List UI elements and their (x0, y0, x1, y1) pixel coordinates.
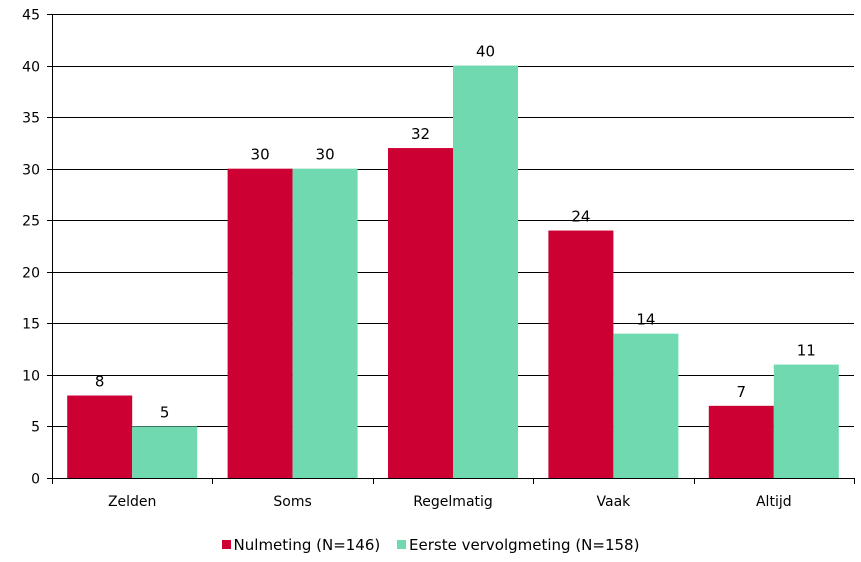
legend-swatch-nulmeting (221, 540, 231, 549)
bar-zelden-series-1 (132, 426, 198, 478)
data-label-soms-series-1: 30 (316, 146, 335, 164)
y-tick-label-35: 35 (22, 111, 40, 127)
x-tick-label-vaak: Vaak (597, 494, 632, 510)
legend-label-eerste-vervolgmeting: Eerste vervolgmeting (N=158) (409, 536, 640, 554)
y-tick-label-25: 25 (22, 214, 40, 230)
bar-altijd-series-0 (708, 405, 774, 478)
bar-vaak-series-1 (613, 333, 679, 478)
y-tick-label-20: 20 (22, 266, 40, 282)
x-tick-label-zelden: Zelden (108, 494, 156, 510)
legend: Nulmeting (N=146) Eerste vervolgmeting (… (0, 536, 861, 554)
y-tick-label-10: 10 (22, 369, 40, 385)
axes (52, 14, 854, 479)
bar-soms-series-0 (227, 168, 293, 478)
legend-swatch-eerste-vervolgmeting (397, 540, 407, 549)
legend-item-eerste-vervolgmeting: Eerste vervolgmeting (N=158) (397, 536, 639, 554)
x-axis-ticks: Zelden Soms Regelmatig Vaak Altijd (52, 478, 855, 510)
y-tick-label-15: 15 (22, 317, 40, 333)
bar-zelden-series-0 (67, 395, 133, 478)
data-label-vaak-series-1: 14 (636, 311, 655, 329)
bar-vaak-series-0 (548, 230, 614, 478)
data-label-regelmatig-series-0: 32 (411, 125, 430, 143)
y-tick-label-30: 30 (22, 163, 40, 179)
x-tick-label-altijd: Altijd (756, 494, 792, 510)
x-tick-label-regelmatig: Regelmatig (413, 494, 493, 510)
bar-soms-series-1 (292, 168, 358, 478)
data-label-altijd-series-1: 11 (797, 342, 816, 360)
data-label-zelden-series-1: 5 (160, 403, 170, 421)
y-tick-label-0: 0 (31, 472, 40, 488)
bar-altijd-series-1 (773, 364, 839, 478)
y-tick-label-40: 40 (22, 60, 40, 76)
data-label-regelmatig-series-1: 40 (476, 43, 495, 61)
bar-regelmatig-series-1 (453, 65, 518, 479)
legend-item-nulmeting: Nulmeting (N=146) (221, 536, 381, 554)
legend-label-nulmeting: Nulmeting (N=146) (233, 536, 381, 554)
data-label-soms-series-0: 30 (251, 146, 270, 164)
y-tick-label-5: 5 (31, 420, 40, 436)
y-axis-ticks: 0 5 10 15 20 25 30 35 40 45 (22, 8, 52, 488)
data-labels: 8 30 32 24 7 5 30 40 14 11 (95, 43, 816, 422)
bar-chart: 0 5 10 15 20 25 30 35 40 45 8 30 32 24 7 5 30 40 14 11 Zel… (22, 8, 855, 510)
bars (67, 65, 839, 479)
data-label-altijd-series-0: 7 (737, 383, 747, 401)
y-tick-label-45: 45 (22, 8, 40, 24)
data-label-vaak-series-0: 24 (571, 208, 590, 226)
bar-regelmatig-series-0 (388, 148, 453, 479)
data-label-zelden-series-0: 8 (95, 373, 105, 391)
x-tick-label-soms: Soms (273, 494, 311, 510)
